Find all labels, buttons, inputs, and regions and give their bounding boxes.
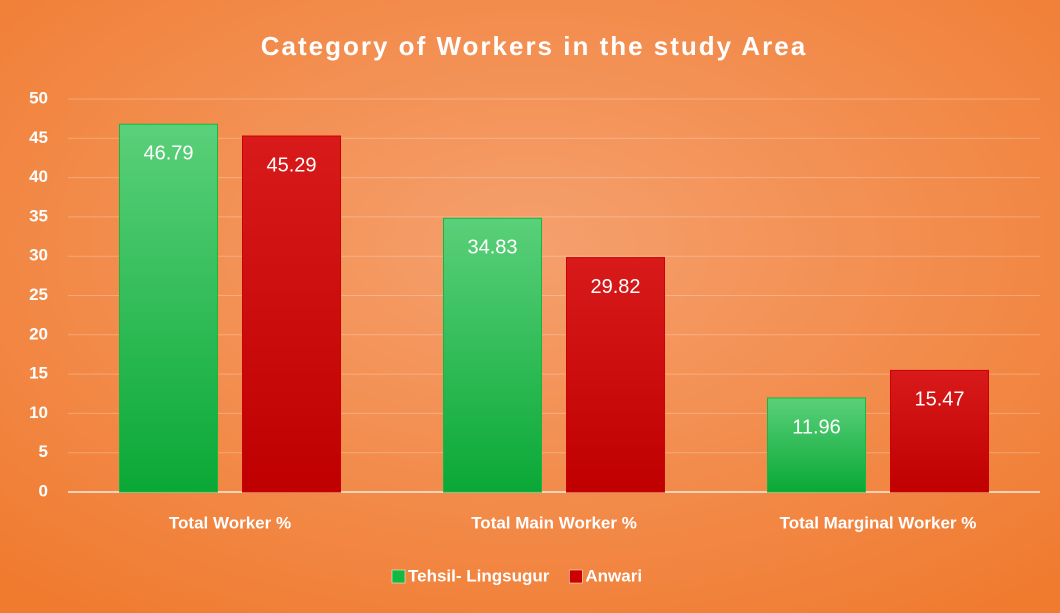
legend-label: Tehsil- Lingsugur [408, 566, 550, 585]
legend-swatch [391, 569, 406, 584]
x-tick-label: Total Worker % [169, 513, 291, 532]
data-label: 15.47 [914, 389, 964, 411]
bar [566, 257, 665, 493]
x-tick-label: Total Marginal Worker % [780, 513, 977, 532]
chart-title: Category of Workers in the study Area [261, 31, 807, 61]
y-tick-label: 50 [29, 88, 48, 107]
data-label: 34.83 [467, 237, 517, 259]
y-tick-label: 0 [39, 481, 48, 500]
legend-swatch [569, 569, 583, 584]
bar [242, 135, 341, 493]
x-tick-label: Total Main Worker % [471, 513, 637, 532]
bar [890, 369, 989, 493]
y-tick-label: 25 [29, 285, 48, 304]
y-tick-label: 30 [29, 246, 48, 265]
y-tick-label: 15 [29, 364, 48, 383]
bar [767, 397, 866, 493]
y-tick-label: 40 [29, 167, 48, 186]
y-tick-label: 45 [29, 128, 48, 147]
y-tick-label: 20 [29, 324, 48, 343]
data-label: 46.79 [143, 143, 193, 165]
y-tick-label: 5 [39, 442, 48, 461]
bar [119, 123, 218, 493]
data-label: 11.96 [792, 416, 841, 438]
y-tick-label: 35 [29, 206, 48, 225]
y-tick-label: 10 [29, 403, 48, 422]
data-label: 29.82 [590, 276, 640, 298]
data-label: 45.29 [266, 154, 316, 176]
legend-label: Anwari [585, 566, 642, 585]
bar [443, 217, 542, 493]
